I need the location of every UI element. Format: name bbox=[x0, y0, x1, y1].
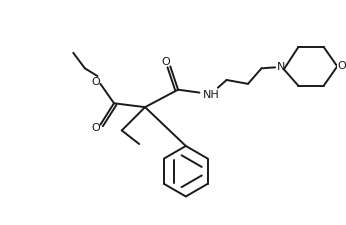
Text: N: N bbox=[277, 62, 285, 72]
Text: O: O bbox=[91, 76, 100, 87]
Text: O: O bbox=[161, 56, 170, 66]
Text: NH: NH bbox=[203, 89, 219, 99]
Text: O: O bbox=[91, 122, 100, 132]
Text: O: O bbox=[338, 61, 346, 71]
